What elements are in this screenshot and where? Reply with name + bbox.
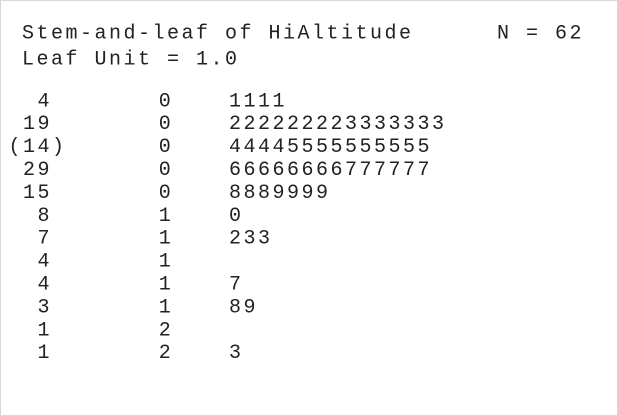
depth: 4: [37, 273, 52, 296]
depth: 4: [37, 90, 52, 113]
stem: 0: [159, 159, 174, 182]
stem: 1: [159, 251, 174, 274]
stem: 2: [159, 319, 174, 342]
leaves: 7: [229, 273, 244, 296]
leaves: 3: [229, 342, 244, 365]
depth: 15: [23, 182, 52, 205]
stem: 0: [159, 113, 174, 136]
stem: 1: [159, 228, 174, 251]
depth: 7: [37, 228, 52, 251]
title: Stem-and-leaf of HiAltitude: [22, 22, 414, 45]
stem: 1: [159, 273, 174, 296]
depth: 3: [37, 296, 52, 319]
leaves: 0: [229, 205, 244, 228]
stem: 0: [159, 182, 174, 205]
depth: 19: [23, 113, 52, 136]
depth: 29: [23, 159, 52, 182]
depth: (14): [8, 136, 66, 159]
stem: 0: [159, 90, 174, 113]
leaves: 44445555555555: [229, 136, 432, 159]
stem: 0: [159, 136, 174, 159]
count: N = 62: [497, 22, 584, 45]
leaves: 89: [229, 296, 258, 319]
leaves: 1111: [229, 90, 287, 113]
leaves: 8889999: [229, 182, 331, 205]
leaves: 222222223333333: [229, 113, 447, 136]
stem: 1: [159, 205, 174, 228]
depth: 8: [37, 205, 52, 228]
leaves: 66666666777777: [229, 159, 432, 182]
depth: 1: [37, 342, 52, 365]
stem: 1: [159, 296, 174, 319]
stem: 2: [159, 342, 174, 365]
depth: 4: [37, 251, 52, 274]
leaf-unit: Leaf Unit = 1.0: [22, 48, 240, 71]
depth: 1: [37, 319, 52, 342]
leaves: 233: [229, 228, 273, 251]
